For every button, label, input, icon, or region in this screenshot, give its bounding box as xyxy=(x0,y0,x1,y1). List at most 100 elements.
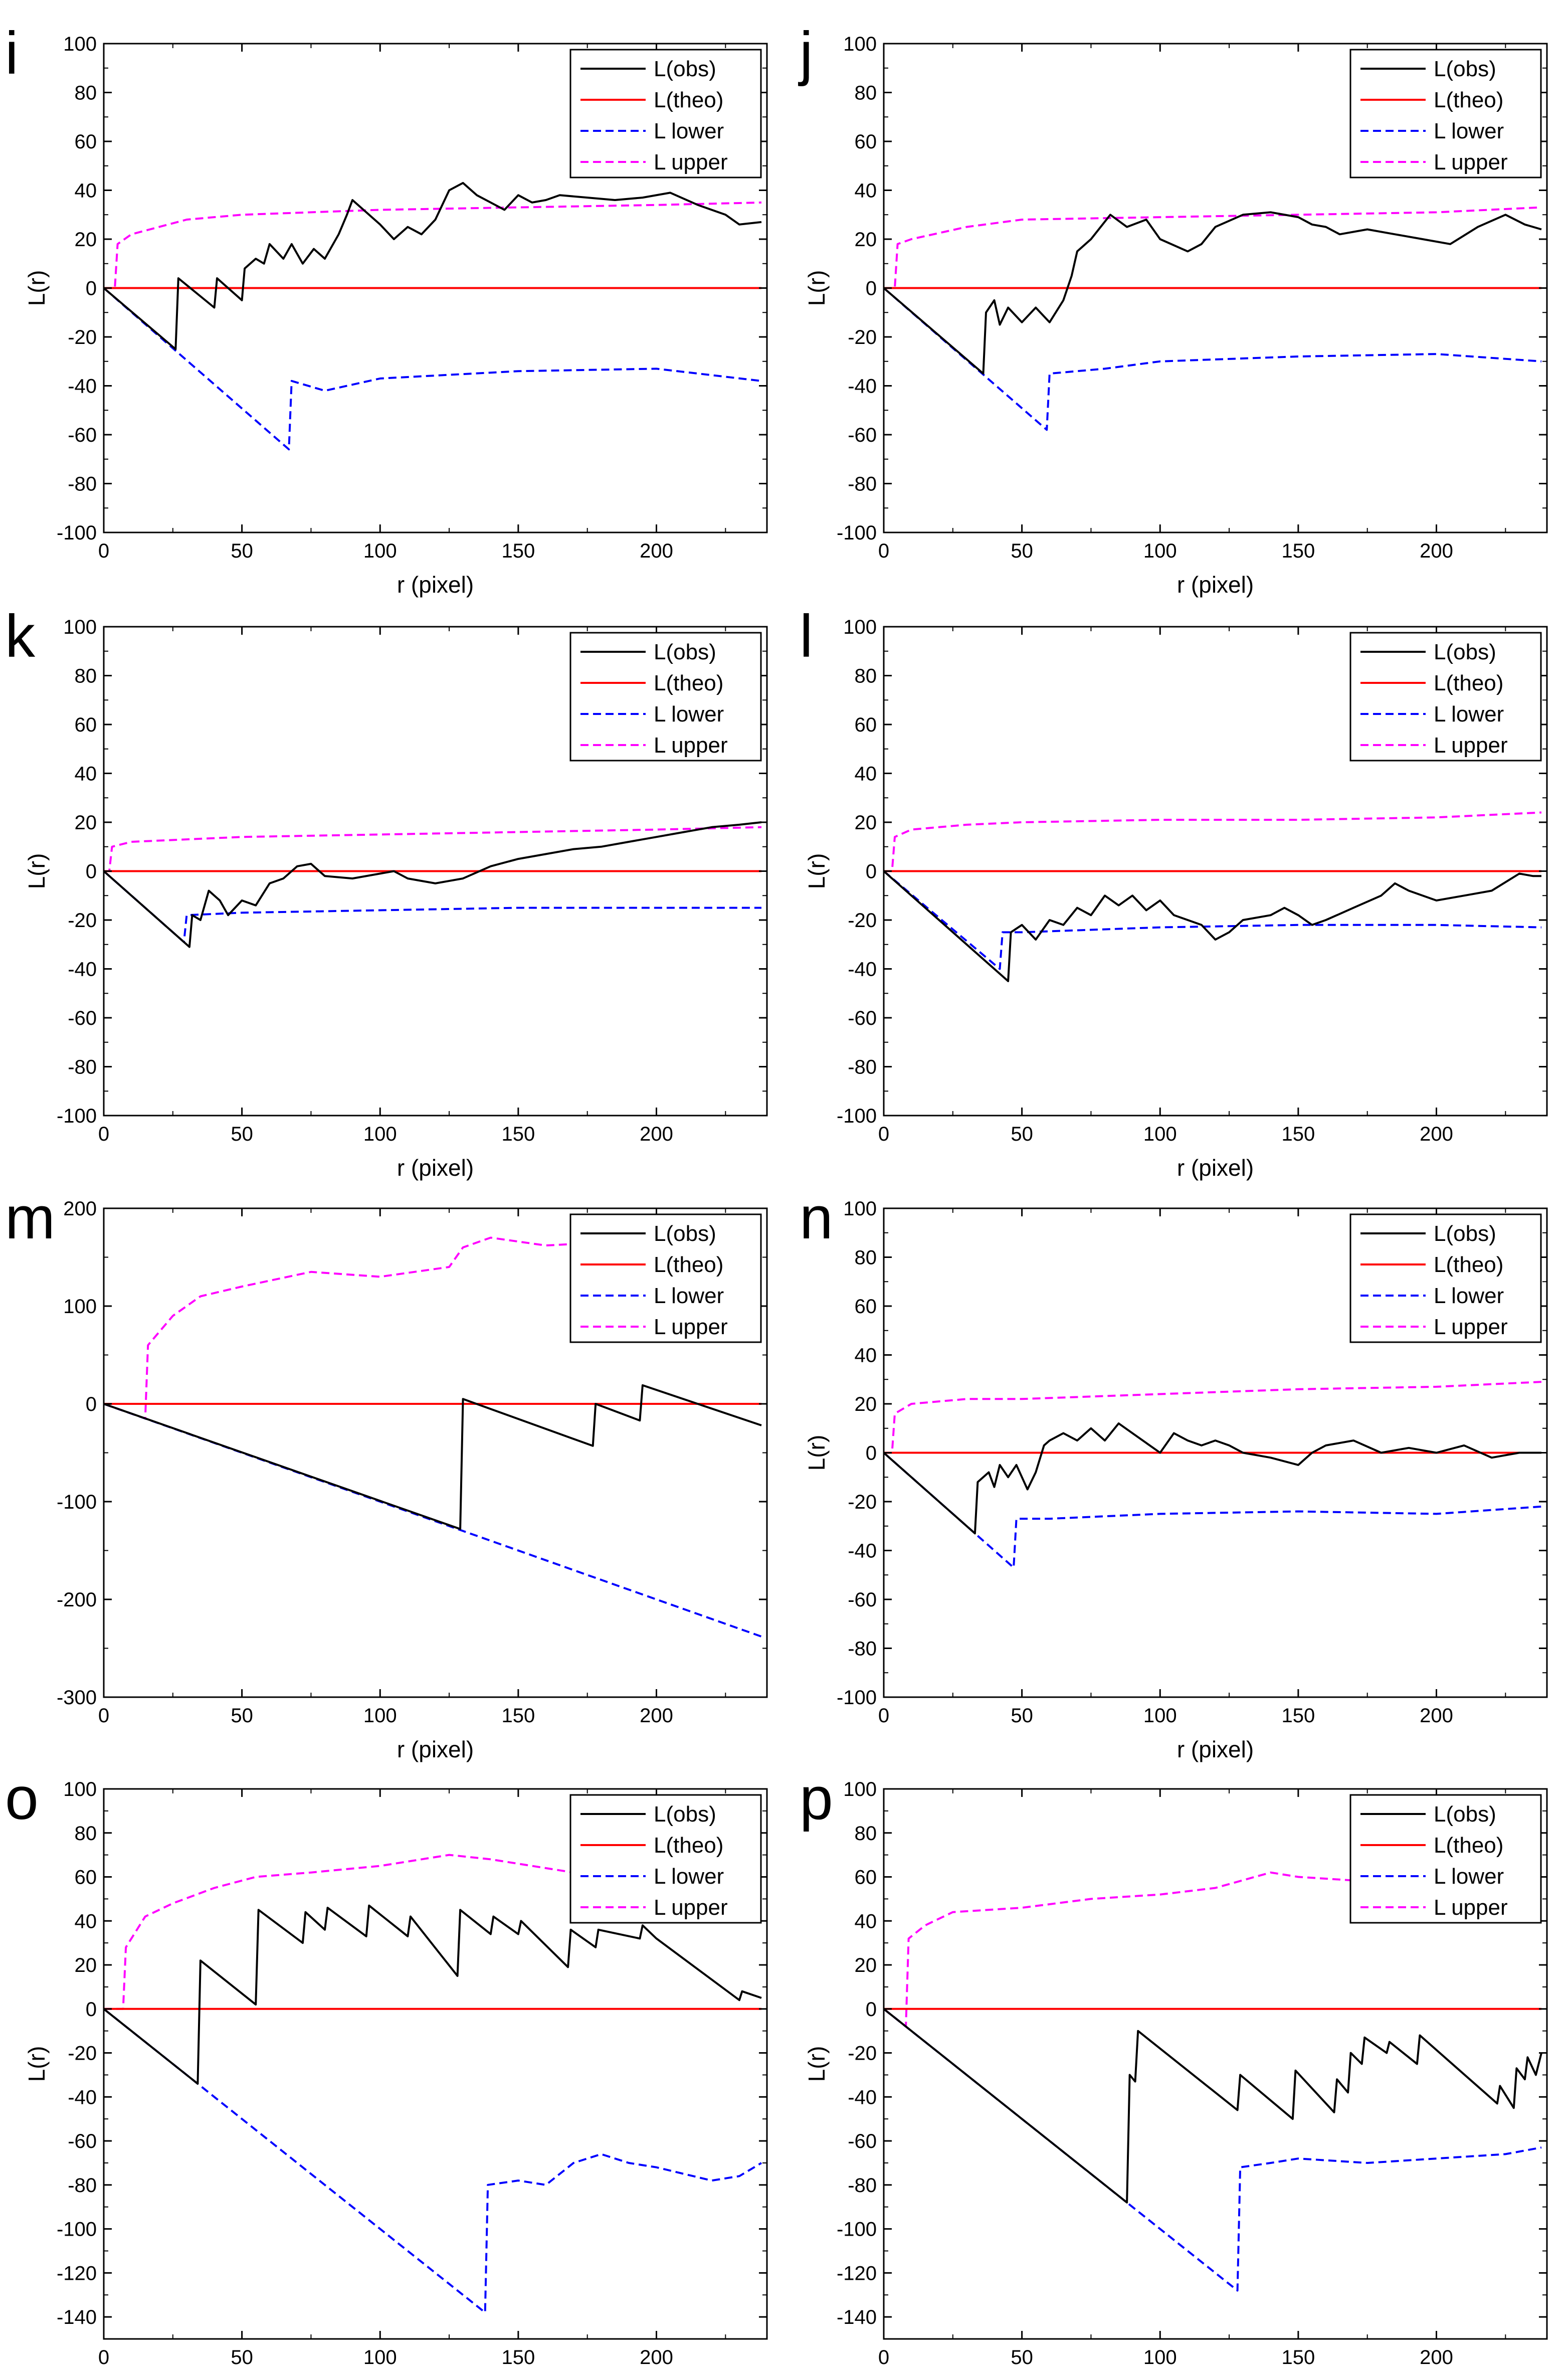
y-axis-label: L(r) xyxy=(804,853,830,889)
x-tick-label: 200 xyxy=(1420,2346,1453,2365)
y-tick-label: 100 xyxy=(843,33,877,55)
legend-label: L(obs) xyxy=(1434,57,1496,81)
chart-panel-o: o 0 50 100 150 200 -140 -120 -100 -80 -60 -40 -20 0 20… xyxy=(5,1765,768,2365)
y-tick-label: 100 xyxy=(843,1778,877,1800)
legend-box xyxy=(569,49,762,178)
legend-label: L upper xyxy=(1434,1895,1508,1920)
legend: L(obs) L(theo) L lower L upper xyxy=(1349,1794,1542,1924)
y-tick-label: 80 xyxy=(75,665,97,687)
x-tick-label: 0 xyxy=(878,1123,889,1145)
legend-box xyxy=(569,1213,762,1343)
series-group xyxy=(104,1236,762,1638)
series-line-l-upper xyxy=(104,1236,762,1420)
legend-label: L upper xyxy=(654,1315,728,1339)
panel-letter: j xyxy=(798,20,813,87)
y-tick-label: -80 xyxy=(848,1056,877,1078)
y-tick-label: -100 xyxy=(837,522,877,544)
y-tick-label: 20 xyxy=(855,812,877,834)
x-axis-label: r (pixel) xyxy=(397,1736,474,1762)
y-tick-label: 0 xyxy=(866,1998,877,2021)
y-tick-label: 40 xyxy=(855,1910,877,1932)
x-tick-label: 200 xyxy=(1420,540,1453,562)
y-tick-label: 80 xyxy=(855,1247,877,1269)
chart-panel-k: k 0 50 100 150 200 -100 -80 -60 -40 -20 0 20 40 60 80 10… xyxy=(5,603,768,1181)
y-tick-label: 40 xyxy=(75,1910,97,1932)
series-line-l-upper xyxy=(884,1871,1541,2028)
x-tick-label: 0 xyxy=(98,2346,109,2365)
y-tick-label: 80 xyxy=(855,82,877,104)
y-tick-label: 0 xyxy=(866,861,877,883)
series-group xyxy=(884,1381,1542,1569)
y-tick-label: -300 xyxy=(57,1687,97,1709)
legend-label: L(obs) xyxy=(1434,1221,1496,1246)
x-tick-label: 50 xyxy=(1011,540,1033,562)
y-tick-label: -60 xyxy=(848,424,877,446)
y-tick-label: -200 xyxy=(57,1589,97,1611)
legend: L(obs) L(theo) L lower L upper xyxy=(569,1213,762,1343)
series-group xyxy=(884,1871,1542,2292)
panel-letter: n xyxy=(800,1184,833,1251)
legend-label: L(theo) xyxy=(1434,671,1503,695)
y-axis-label: L(r) xyxy=(804,1435,830,1471)
series-line-l-upper xyxy=(104,826,762,872)
x-tick-label: 0 xyxy=(98,1123,109,1145)
y-axis-label: L(r) xyxy=(24,853,50,889)
y-axis-label: L(r) xyxy=(24,270,50,306)
legend-label: L lower xyxy=(1434,702,1504,726)
legend-label: L lower xyxy=(654,119,724,143)
series-line-l-upper xyxy=(104,201,762,289)
y-tick-label: 80 xyxy=(855,1823,877,1845)
legend: L(obs) L(theo) L lower L upper xyxy=(1349,632,1542,762)
x-tick-label: 150 xyxy=(1282,540,1315,562)
x-tick-label: 50 xyxy=(231,540,253,562)
x-tick-label: 0 xyxy=(878,540,889,562)
legend-label: L(theo) xyxy=(654,1833,723,1858)
legend-label: L lower xyxy=(1434,119,1504,143)
legend-box xyxy=(1349,1794,1542,1924)
x-tick-label: 150 xyxy=(502,540,535,562)
y-tick-label: 80 xyxy=(75,1823,97,1845)
y-tick-label: 100 xyxy=(63,1296,97,1318)
y-tick-label: -20 xyxy=(68,909,97,932)
y-tick-label: -140 xyxy=(57,2306,97,2328)
series-line-l-obs xyxy=(104,181,762,350)
legend-box xyxy=(569,1794,762,1924)
y-tick-label: 100 xyxy=(843,1198,877,1220)
legend-label: L(theo) xyxy=(1434,1252,1503,1277)
y-tick-label: -100 xyxy=(837,1105,877,1127)
chart-panel-j: j 0 50 100 150 200 -100 -80 -60 -40 -20 0 20 40 60 80 10… xyxy=(798,20,1548,598)
y-tick-label: 20 xyxy=(75,1954,97,1976)
x-tick-label: 0 xyxy=(878,2346,889,2365)
y-tick-label: 60 xyxy=(75,714,97,736)
series-line-l-obs xyxy=(884,211,1542,375)
chart-panel-l: l 0 50 100 150 200 -100 -80 -60 -40 -20 0 20 40 60 80 10… xyxy=(800,603,1548,1181)
y-tick-label: 0 xyxy=(86,861,97,883)
x-tick-label: 50 xyxy=(231,1123,253,1145)
series-line-l-obs xyxy=(884,2008,1542,2204)
x-tick-label: 0 xyxy=(98,540,109,562)
x-tick-label: 50 xyxy=(1011,2346,1033,2365)
y-tick-label: -80 xyxy=(848,2174,877,2197)
y-tick-label: 0 xyxy=(866,278,877,300)
x-tick-label: 100 xyxy=(363,1705,397,1727)
y-tick-label: -60 xyxy=(848,1589,877,1611)
y-axis-label: L(r) xyxy=(24,2046,50,2082)
y-tick-label: -20 xyxy=(848,1491,877,1513)
panel-letter: l xyxy=(800,603,813,670)
y-tick-label: -80 xyxy=(848,1638,877,1660)
x-tick-label: 100 xyxy=(1143,2346,1177,2365)
x-tick-label: 150 xyxy=(502,1705,535,1727)
panel-letter: k xyxy=(5,603,36,670)
y-tick-label: -40 xyxy=(848,1540,877,1562)
legend-label: L lower xyxy=(654,1284,724,1308)
x-axis-label: r (pixel) xyxy=(1177,572,1254,598)
legend-label: L(obs) xyxy=(654,57,716,81)
series-group xyxy=(104,821,762,948)
y-tick-label: 40 xyxy=(855,763,877,785)
legend-label: L(theo) xyxy=(654,88,723,112)
x-tick-label: 50 xyxy=(1011,1705,1033,1727)
x-tick-label: 150 xyxy=(1282,1705,1315,1727)
legend-box xyxy=(1349,49,1542,178)
y-tick-label: 20 xyxy=(855,1393,877,1415)
panel-letter: i xyxy=(5,20,19,87)
